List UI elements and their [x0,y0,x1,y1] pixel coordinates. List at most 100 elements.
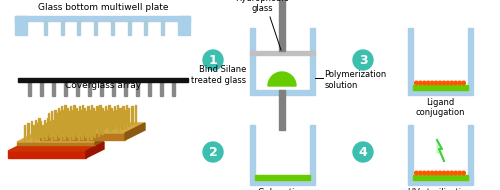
Bar [58,108,59,126]
Bar [78,106,80,124]
Bar [116,110,117,128]
Circle shape [450,81,454,85]
Text: UV sterilization: UV sterilization [408,188,472,190]
Bar [107,110,108,128]
Bar [67,121,68,137]
Polygon shape [95,133,113,145]
Bar [131,106,132,124]
Text: Glass bottom multiwell plate: Glass bottom multiwell plate [38,2,168,12]
Bar [52,82,55,96]
Bar [160,82,163,96]
Bar [100,113,102,131]
Bar [44,21,47,35]
Bar [52,120,54,136]
Circle shape [414,171,418,175]
Bar [83,118,84,134]
Polygon shape [268,72,296,86]
Circle shape [418,171,422,175]
Bar [82,123,83,139]
Bar [144,21,148,35]
Bar [60,111,62,129]
Bar [48,113,49,131]
Bar [63,110,64,128]
Circle shape [203,142,223,162]
Bar [76,121,78,137]
Bar [126,105,128,123]
Bar [70,106,71,124]
Bar [24,125,25,141]
Bar [28,123,29,139]
Bar [44,120,45,136]
Bar [111,21,114,35]
Bar [90,110,91,128]
Polygon shape [437,140,444,161]
Circle shape [434,171,438,175]
Polygon shape [40,133,125,140]
Bar [87,125,88,141]
Bar [408,180,472,185]
Bar [148,82,151,96]
Bar [279,90,285,130]
Bar [250,90,314,95]
Circle shape [430,171,434,175]
Bar [85,121,86,137]
Circle shape [462,171,466,175]
Circle shape [422,81,426,85]
Bar [82,105,84,123]
Bar [250,125,254,180]
Circle shape [462,81,466,85]
Bar [279,0,285,51]
Text: 4: 4 [358,146,368,158]
Circle shape [446,81,450,85]
Bar [468,28,472,90]
Bar [60,21,64,35]
Circle shape [203,50,223,70]
Bar [72,123,74,139]
Polygon shape [8,142,104,151]
Polygon shape [40,123,145,133]
Bar [18,78,188,82]
Bar [66,108,68,126]
Bar [73,105,74,123]
Bar [84,108,86,126]
Bar [128,108,130,126]
Bar [124,110,126,128]
Text: Bind Silane
treated glass: Bind Silane treated glass [192,65,246,85]
Bar [54,123,56,139]
Bar [172,82,175,96]
Text: Coverglass array: Coverglass array [65,82,141,90]
Bar [119,108,120,126]
Circle shape [446,171,450,175]
Bar [112,111,114,129]
Circle shape [426,81,430,85]
Bar [58,121,59,137]
Bar [75,108,76,126]
Text: Gel casting: Gel casting [258,188,306,190]
Bar [46,123,47,139]
Bar [88,82,91,96]
Text: Ligand
conjugation: Ligand conjugation [415,98,465,117]
Bar [72,110,74,128]
Bar [117,105,118,123]
Bar [122,106,124,124]
Bar [56,118,58,134]
Circle shape [442,81,446,85]
Circle shape [353,142,373,162]
Bar [310,28,314,90]
Bar [51,125,52,141]
Bar [64,123,65,139]
Bar [468,125,472,180]
Bar [412,85,468,90]
Bar [54,110,56,128]
Bar [92,113,93,131]
Bar [136,82,139,96]
Text: Polymerization
solution: Polymerization solution [324,70,387,90]
Circle shape [438,171,442,175]
Bar [69,125,70,141]
Text: 1: 1 [208,54,218,66]
Bar [65,113,66,131]
Bar [49,121,50,137]
Bar [90,105,92,123]
Circle shape [454,81,458,85]
Bar [105,106,106,124]
